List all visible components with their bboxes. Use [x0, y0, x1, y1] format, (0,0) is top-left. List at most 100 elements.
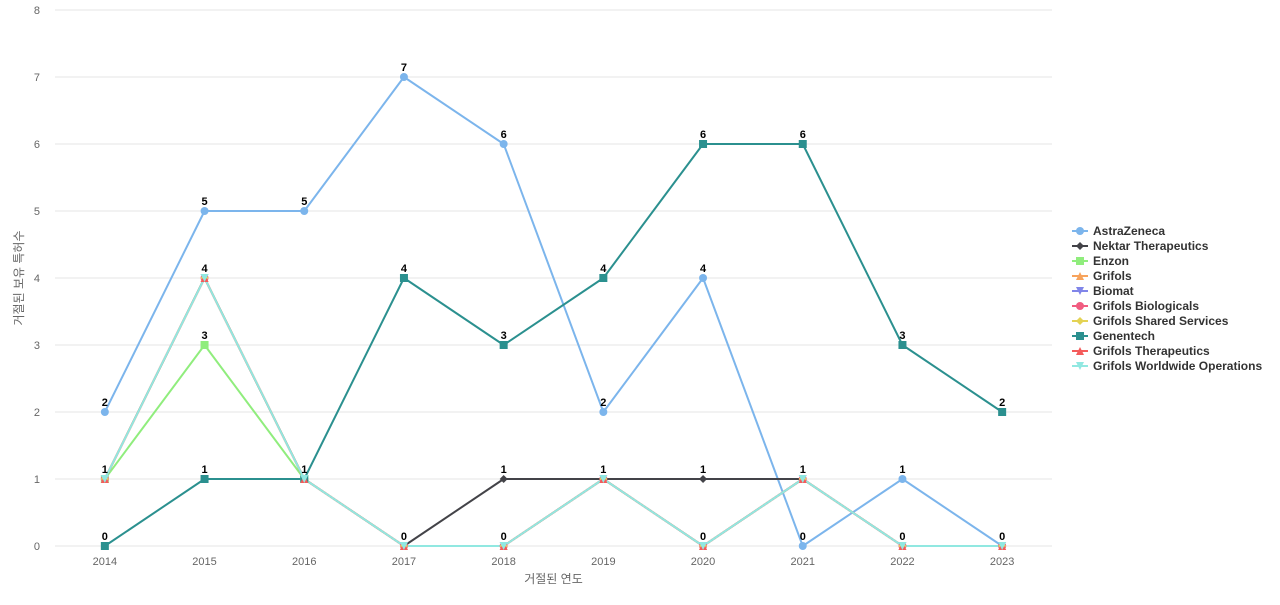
legend-label: Grifols Therapeutics: [1093, 344, 1210, 358]
series-point: [399, 274, 408, 282]
x-tick-label: 2020: [691, 556, 715, 568]
y-axis-ticks: 0 1 2 3 4 5 6 7 8: [34, 5, 40, 553]
data-label: 3: [899, 330, 905, 342]
x-tick-label: 2016: [292, 556, 316, 568]
data-label: 0: [401, 531, 407, 543]
series-point: [699, 475, 708, 483]
series-point: [898, 542, 907, 550]
data-label: 1: [700, 464, 706, 476]
data-label: 2: [102, 397, 108, 409]
data-label: 4: [201, 263, 208, 275]
y-tick-label: 2: [34, 407, 40, 419]
x-tick-label: 2014: [93, 556, 117, 568]
data-labels: 2 1 0 5 4 3 1 5 1 7 4 0 6 3 1 0 4 2 1 6 4 1 0 6 1 0 3 1 0 2 0: [102, 62, 1005, 543]
series-point: [100, 408, 109, 416]
x-axis-ticks: 2014 2015 2016 2017 2018 2019 2020 2021 2022 2023: [93, 556, 1015, 568]
series-markers: [100, 73, 1007, 550]
data-label: 3: [201, 330, 207, 342]
series-point: [798, 475, 807, 483]
x-tick-label: 2019: [591, 556, 615, 568]
legend-label: Biomat: [1093, 284, 1134, 298]
legend-marker: [1076, 257, 1084, 265]
legend-marker: [1076, 272, 1084, 280]
y-tick-label: 7: [34, 72, 40, 84]
legend-label: Grifols Biologicals: [1093, 299, 1199, 313]
data-label: 0: [999, 531, 1005, 543]
data-label: 1: [201, 464, 207, 476]
series-point: [998, 542, 1007, 550]
y-tick-label: 0: [34, 541, 40, 553]
series-point: [599, 408, 608, 416]
legend-item[interactable]: Biomat: [1072, 284, 1134, 298]
legend-item[interactable]: Grifols Biologicals: [1072, 299, 1199, 313]
legend-marker: [1076, 362, 1084, 370]
data-label: 5: [301, 196, 307, 208]
data-label: 3: [501, 330, 507, 342]
data-label: 4: [401, 263, 408, 275]
x-tick-label: 2021: [791, 556, 815, 568]
legend-label: Grifols Worldwide Operations: [1093, 359, 1262, 373]
x-axis-title: 거절된 연도: [524, 572, 583, 586]
x-tick-label: 2022: [890, 556, 914, 568]
legend-item[interactable]: Grifols Worldwide Operations: [1072, 359, 1262, 373]
legend-item[interactable]: AstraZeneca: [1072, 224, 1165, 238]
series-point: [499, 475, 508, 483]
series-point: [200, 274, 209, 282]
series-point: [499, 542, 508, 550]
legend-item[interactable]: Nektar Therapeutics: [1072, 239, 1209, 253]
legend-item[interactable]: Grifols Shared Services: [1072, 314, 1229, 328]
legend-marker: [1076, 332, 1084, 340]
data-label: 6: [800, 129, 806, 141]
x-tick-label: 2015: [192, 556, 216, 568]
legend-label: AstraZeneca: [1093, 224, 1165, 238]
legend-label: Nektar Therapeutics: [1093, 239, 1209, 253]
legend-item[interactable]: Grifols: [1072, 269, 1132, 283]
series-point: [599, 475, 608, 483]
series-point: [200, 341, 209, 349]
data-label: 0: [102, 531, 108, 543]
series-point: [499, 140, 508, 148]
legend-item[interactable]: Genentech: [1072, 329, 1155, 343]
data-label: 4: [700, 263, 707, 275]
data-label: 1: [102, 464, 108, 476]
x-tick-label: 2017: [392, 556, 416, 568]
series-point: [599, 274, 608, 282]
data-label: 2: [999, 397, 1005, 409]
legend-marker: [1076, 317, 1084, 325]
series-point: [499, 341, 508, 349]
data-label: 0: [800, 531, 806, 543]
series-point: [699, 140, 708, 148]
legend-label: Genentech: [1093, 329, 1155, 343]
legend-item[interactable]: Enzon: [1072, 254, 1129, 268]
y-tick-label: 5: [34, 206, 40, 218]
series-point: [798, 140, 807, 148]
series-line: [103, 277, 1004, 547]
data-label: 4: [600, 263, 607, 275]
series-point: [898, 475, 907, 483]
series-point: [100, 475, 109, 483]
y-axis-title: 거절된 보유 특허수: [12, 231, 26, 326]
y-tick-label: 6: [34, 139, 40, 151]
series-point: [399, 542, 408, 550]
legend-marker: [1076, 347, 1084, 355]
series-point: [300, 475, 309, 483]
data-label: 6: [700, 129, 706, 141]
data-label: 5: [201, 196, 207, 208]
y-tick-label: 4: [34, 273, 40, 285]
legend-marker: [1076, 302, 1084, 310]
legend-label: Grifols: [1093, 269, 1132, 283]
series-point: [399, 73, 408, 81]
data-label: 1: [501, 464, 507, 476]
legend-label: Enzon: [1093, 254, 1129, 268]
y-tick-label: 8: [34, 5, 40, 17]
series-point: [100, 542, 109, 550]
y-tick-label: 1: [34, 474, 40, 486]
series-point: [898, 341, 907, 349]
y-tick-label: 3: [34, 340, 40, 352]
series-point: [998, 408, 1007, 416]
legend-item[interactable]: Grifols Therapeutics: [1072, 344, 1210, 358]
data-label: 2: [600, 397, 606, 409]
